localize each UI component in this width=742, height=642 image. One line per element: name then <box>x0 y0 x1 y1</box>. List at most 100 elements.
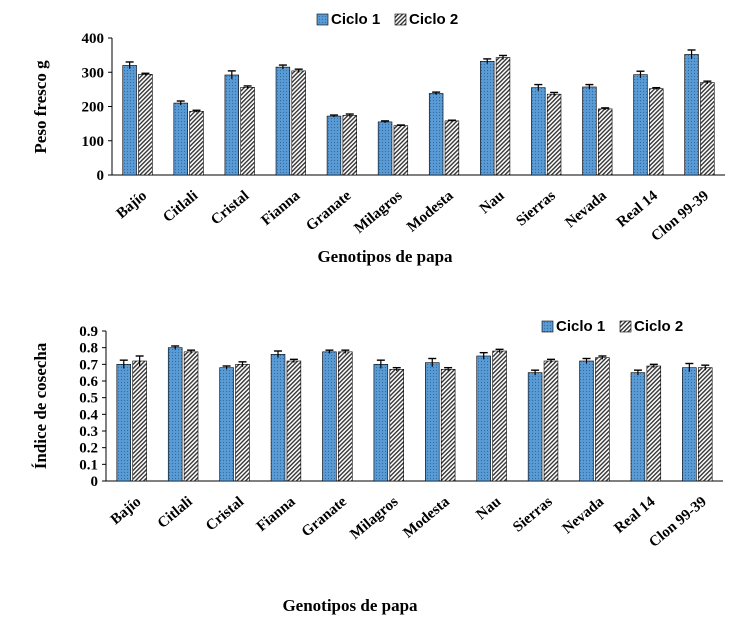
bar-ciclo-2 <box>697 367 713 482</box>
bar-ciclo-1 <box>527 372 543 482</box>
x-tick-label: Citlali <box>155 494 196 532</box>
bar-ciclo-1 <box>582 86 597 176</box>
x-tick-label: Granate <box>303 188 354 235</box>
x-tick-label: Sierras <box>513 188 559 230</box>
legend-label: Ciclo 2 <box>634 318 683 335</box>
y-tick-label: 0.3 <box>79 424 98 440</box>
y-tick-label: 100 <box>82 134 105 150</box>
x-tick-label: Citlali <box>160 188 201 226</box>
bar-ciclo-2 <box>700 82 715 176</box>
x-tick-label: Nevada <box>563 187 611 231</box>
x-tick-label: Clon 99-39 <box>648 188 712 245</box>
legend-label: Ciclo 2 <box>409 11 458 28</box>
bar-ciclo-1 <box>270 354 286 482</box>
x-tick-label: Bajío <box>114 188 150 222</box>
legend-swatch-ciclo-1 <box>316 13 329 26</box>
bar-ciclo-2 <box>338 351 353 482</box>
x-tick-label: Milagros <box>347 494 401 543</box>
bar-ciclo-2 <box>543 360 559 482</box>
bar-ciclo-2 <box>646 365 662 482</box>
bar-ciclo-2 <box>440 369 456 482</box>
bar-ciclo-2 <box>393 125 409 176</box>
y-axis-title: Peso fresco g <box>31 60 50 154</box>
x-tick-label: Clon 99-39 <box>646 494 710 551</box>
y-tick-label: 0.5 <box>79 391 98 407</box>
bar-ciclo-2 <box>132 360 147 482</box>
bar-ciclo-1 <box>633 74 648 176</box>
bar-ciclo-2 <box>183 351 199 482</box>
bar-ciclo-2 <box>495 57 511 176</box>
y-tick-label: 300 <box>82 65 105 81</box>
bar-ciclo-2 <box>389 369 404 482</box>
bar-ciclo-1 <box>224 74 240 176</box>
y-tick-label: 0.7 <box>79 357 98 373</box>
bar-ciclo-2 <box>597 108 613 176</box>
y-tick-label: 0 <box>97 168 105 184</box>
bar-ciclo-2 <box>291 70 306 176</box>
bar-ciclo-1 <box>122 65 137 176</box>
x-tick-label: Granate <box>299 494 350 541</box>
bar-ciclo-1 <box>476 355 491 482</box>
peso-fresco-chart: 0 100 200 300 400 Bajío Citlali Cristal Fianna Gr… <box>31 11 725 266</box>
bar-ciclo-1 <box>116 364 132 482</box>
legend-label: Ciclo 1 <box>331 11 380 28</box>
legend-label: Ciclo 1 <box>556 318 605 335</box>
bar-ciclo-1 <box>322 351 337 482</box>
x-tick-label: Real 14 <box>614 187 661 230</box>
y-tick-label: 0.4 <box>79 407 98 423</box>
x-tick-label: Real 14 <box>611 493 658 536</box>
bar-ciclo-1 <box>425 362 440 482</box>
bar-ciclo-2 <box>546 93 562 176</box>
bar-ciclo-1 <box>373 364 389 482</box>
y-tick-label: 0.2 <box>79 441 98 457</box>
bar-ciclo-2 <box>444 120 460 176</box>
legend-swatch-ciclo-2 <box>394 13 407 26</box>
bar-ciclo-1 <box>579 360 594 482</box>
bar-ciclo-1 <box>219 367 234 482</box>
x-axis-title: Genotipos de papa <box>317 247 453 266</box>
indice-cosecha-chart: 00.10.20.30.40.50.60.70.80.9 Bajío Citlali… <box>31 318 723 615</box>
bar-ciclo-1 <box>173 102 188 176</box>
x-tick-label: Nau <box>477 188 508 217</box>
bar-ciclo-1 <box>480 60 495 176</box>
y-axis-title: Índice de cosecha <box>31 342 50 469</box>
bar-ciclo-1 <box>684 54 699 176</box>
x-tick-label: Fianna <box>259 187 304 229</box>
bar-ciclo-2 <box>649 88 664 176</box>
bar-ciclo-1 <box>377 121 393 176</box>
bar-ciclo-1 <box>167 347 183 482</box>
y-tick-label: 200 <box>82 100 105 116</box>
bar-ciclo-2 <box>189 110 204 176</box>
legend-swatch-ciclo-2 <box>619 320 632 333</box>
x-tick-label: Milagros <box>351 188 405 237</box>
bar-ciclo-1 <box>531 87 546 176</box>
y-tick-label: 0.6 <box>79 374 98 390</box>
bar-ciclo-1 <box>428 93 444 176</box>
bar-ciclo-1 <box>682 367 697 482</box>
bar-ciclo-2 <box>342 115 357 176</box>
x-tick-label: Sierras <box>510 494 556 536</box>
x-axis-title: Genotipos de papa <box>282 596 418 615</box>
bar-ciclo-1 <box>630 372 646 482</box>
bar-ciclo-1 <box>275 66 291 176</box>
bar-ciclo-2 <box>286 360 302 482</box>
bar-ciclo-2 <box>595 357 610 482</box>
x-tick-label: Cristal <box>208 188 252 229</box>
bar-ciclo-2 <box>138 74 153 176</box>
y-tick-label: 0 <box>91 474 99 490</box>
bar-ciclo-2 <box>235 364 250 482</box>
x-tick-label: Fianna <box>254 493 299 535</box>
bar-ciclo-1 <box>326 115 342 176</box>
x-tick-label: Bajío <box>108 494 144 528</box>
y-tick-label: 0.1 <box>79 457 98 473</box>
x-tick-label: Modesta <box>404 187 457 235</box>
y-tick-label: 400 <box>82 31 105 47</box>
y-tick-label: 0.9 <box>79 324 98 340</box>
x-tick-label: Cristal <box>203 494 247 535</box>
x-tick-label: Modesta <box>400 493 453 541</box>
y-tick-label: 0.8 <box>79 341 98 357</box>
legend-swatch-ciclo-1 <box>541 320 554 333</box>
x-tick-label: Nevada <box>560 493 608 537</box>
x-tick-label: Nau <box>473 494 504 523</box>
